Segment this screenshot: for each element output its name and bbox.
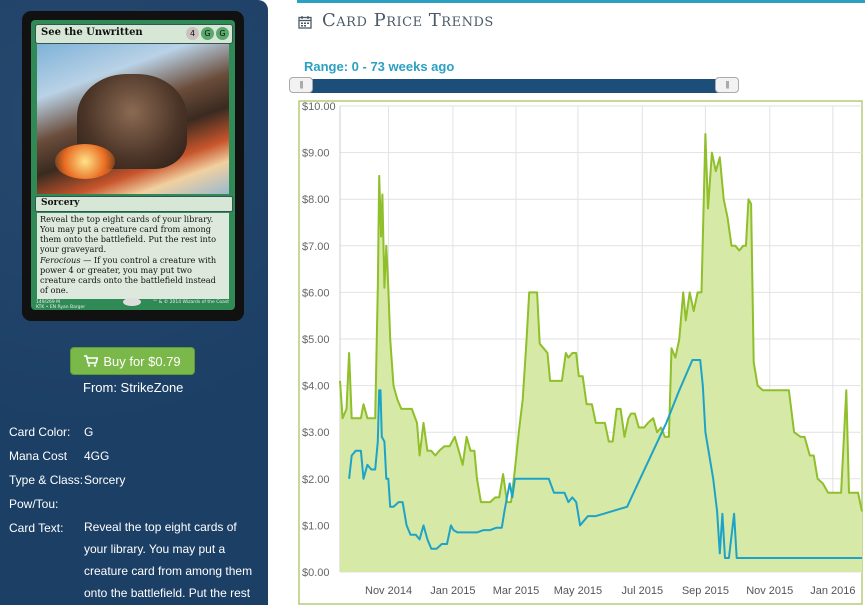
card-text-label: Card Text:: [9, 521, 64, 535]
y-tick-label: $1.00: [302, 520, 330, 532]
y-tick-label: $7.00: [302, 241, 330, 253]
x-tick-label: Jul 2015: [621, 585, 663, 597]
mana-cost-value: 4GG: [84, 449, 110, 463]
card-rules-paragraph: Reveal the top eight cards of your libra…: [40, 214, 216, 254]
pow-tou-label: Pow/Tou:: [9, 497, 59, 511]
y-tick-label: $8.00: [302, 194, 330, 206]
price-chart-svg: $0.00 $1.00 $2.00 $3.00 $4.00 $5.00 $6.00 $7.00…: [298, 100, 863, 605]
ferocious-text: — If you control a creature with power 4…: [40, 255, 217, 295]
range-slider-max-handle[interactable]: |||: [715, 77, 739, 93]
price-chart: $0.00 $1.00 $2.00 $3.00 $4.00 $5.00 $6.00 $7.00…: [298, 100, 864, 605]
set-line: KTK • EN: [36, 305, 57, 310]
card-type-bar: Sorcery: [35, 196, 233, 212]
card-name: See the Unwritten: [41, 27, 143, 38]
type-class-value: Sorcery: [84, 473, 126, 487]
card-face: See the Unwritten 4 G G Sorcery Reveal t…: [31, 20, 235, 310]
x-tick-label: Nov 2015: [746, 585, 793, 597]
card-text-value: Reveal the top eight cards of your libra…: [84, 520, 253, 600]
x-tick-label: Jan 2016: [810, 585, 855, 597]
card-sidebar: See the Unwritten 4 G G Sorcery Reveal t…: [0, 0, 268, 605]
card-rules-text: Reveal the top eight cards of your libra…: [37, 213, 229, 299]
x-tick-label: Nov 2014: [365, 585, 412, 597]
artist-name: Ryan Barger: [57, 305, 86, 310]
holofoil-stamp-icon: [123, 298, 141, 306]
ferocious-keyword: Ferocious: [40, 255, 81, 265]
shopping-cart-icon: [84, 355, 99, 367]
x-tick-label: Sep 2015: [682, 585, 729, 597]
buy-button[interactable]: Buy for $0.79: [70, 347, 195, 375]
y-tick-label: $9.00: [302, 148, 330, 160]
mana-cost-label: Mana Cost: [9, 449, 68, 463]
card-color-value: G: [84, 425, 94, 439]
card-image: See the Unwritten 4 G G Sorcery Reveal t…: [22, 11, 244, 321]
collector-number: 149/269 M: [36, 300, 61, 305]
x-tick-label: May 2015: [554, 585, 602, 597]
mana-cost-symbols: 4 G G: [186, 27, 229, 40]
mana-green-icon: G: [201, 27, 214, 40]
market-price-line: [339, 133, 863, 512]
mana-generic-icon: 4: [186, 27, 199, 40]
x-tick-label: Mar 2015: [493, 585, 539, 597]
range-label: Range: 0 - 73 weeks ago: [304, 59, 455, 74]
vendor-label: From: StrikeZone: [83, 380, 184, 395]
x-tick-label: Jan 2015: [430, 585, 475, 597]
y-tick-label: $4.00: [302, 381, 330, 393]
mana-green-icon: G: [216, 27, 229, 40]
y-tick-label: $2.00: [302, 474, 330, 486]
buy-price-line: [348, 359, 862, 559]
page-title: Card Price Trends: [322, 10, 494, 31]
card-title-bar: See the Unwritten 4 G G: [35, 24, 233, 44]
calendar-icon: [298, 16, 312, 29]
card-type-line: Sorcery: [41, 198, 80, 208]
range-slider-min-handle[interactable]: |||: [289, 77, 313, 93]
card-artwork: [37, 44, 229, 194]
header-accent-bar: [297, 0, 865, 3]
y-tick-label: $3.00: [302, 427, 330, 439]
y-tick-label: $0.00: [302, 567, 330, 579]
card-collector-info: 149/269 M KTK • EN Ryan Barger: [36, 300, 85, 310]
buy-button-label: Buy for $0.79: [103, 353, 181, 369]
card-ferocious-paragraph: Ferocious — If you control a creature wi…: [40, 255, 226, 295]
card-copyright: ™ & © 2014 Wizards of the Coast: [152, 300, 229, 305]
artwork-fire: [55, 144, 115, 179]
range-slider-track[interactable]: [299, 79, 737, 93]
type-class-label: Type & Class:: [9, 473, 84, 487]
card-color-label: Card Color:: [9, 425, 71, 439]
y-tick-label: $6.00: [302, 287, 330, 299]
y-tick-label: $5.00: [302, 334, 330, 346]
price-area-fill: [340, 134, 862, 572]
y-tick-label: $10.00: [302, 101, 336, 113]
